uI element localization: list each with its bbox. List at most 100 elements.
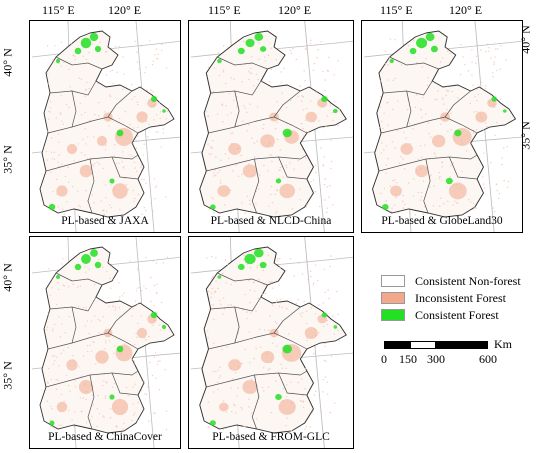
inconsistent-forest-speck [118,307,121,309]
inconsistent-forest-speck [97,318,100,321]
consistent-forest-patch [389,58,394,64]
inconsistent-forest-speck [85,422,88,424]
inconsistent-forest-speck [121,161,123,163]
inconsistent-forest-speck [322,70,324,73]
inconsistent-forest-speck [68,410,70,412]
inconsistent-forest-speck [133,161,136,163]
inconsistent-forest-speck [429,136,432,138]
inconsistent-forest-speck [422,213,425,216]
inconsistent-forest-speck [135,290,138,292]
consistent-forest-patch [217,275,222,279]
inconsistent-forest-patch [79,164,93,178]
inconsistent-forest-speck [493,61,495,63]
inconsistent-forest-speck [228,93,231,95]
inconsistent-forest-speck [304,261,307,263]
inconsistent-forest-speck [267,54,270,57]
province-boundary [273,306,301,334]
inconsistent-forest-patch [56,185,68,197]
inconsistent-forest-speck [69,390,71,392]
inconsistent-forest-speck [80,410,83,412]
inconsistent-forest-speck [210,196,213,198]
inconsistent-forest-speck [315,43,317,46]
inconsistent-forest-speck [62,257,64,260]
inconsistent-forest-speck [122,167,124,169]
inconsistent-forest-speck [330,355,333,357]
inconsistent-forest-speck [159,111,162,113]
inconsistent-forest-speck [211,147,214,149]
inconsistent-forest-speck [437,90,439,92]
inconsistent-forest-speck [88,268,90,271]
inconsistent-forest-speck [232,99,235,102]
inconsistent-forest-speck [272,342,274,344]
inconsistent-forest-speck [434,98,436,101]
map-group [190,21,353,232]
inconsistent-forest-speck [160,146,163,148]
consistent-forest-patch [275,178,282,184]
inconsistent-forest-speck [257,297,260,299]
inconsistent-forest-speck [302,406,305,409]
inconsistent-forest-speck [213,342,215,344]
inconsistent-forest-speck [297,381,300,384]
inconsistent-forest-speck [402,207,405,209]
inconsistent-forest-speck [82,306,85,308]
inconsistent-forest-speck [144,72,146,74]
inconsistent-forest-speck [137,402,139,404]
province-boundary [383,80,433,96]
inconsistent-forest-speck [230,112,232,114]
inconsistent-forest-speck [224,82,227,85]
inconsistent-forest-speck [425,58,427,60]
inconsistent-forest-speck [222,297,225,299]
inconsistent-forest-speck [305,47,308,49]
inconsistent-forest-speck [132,386,134,388]
inconsistent-forest-speck [68,315,71,318]
inconsistent-forest-speck [301,312,304,314]
inconsistent-forest-speck [46,381,49,383]
inconsistent-forest-speck [74,386,76,388]
inconsistent-forest-speck [207,337,209,339]
inconsistent-forest-speck [72,283,74,285]
consistent-forest-patch [332,108,338,114]
legend-label: Consistent Forest [415,307,499,322]
province-boundary [278,156,307,180]
inconsistent-forest-speck [268,315,271,317]
inconsistent-forest-speck [248,361,251,364]
inconsistent-forest-speck [210,296,212,298]
inconsistent-forest-speck [123,292,125,294]
inconsistent-forest-speck [145,182,147,184]
inconsistent-forest-speck [118,298,121,300]
inconsistent-forest-speck [383,149,385,151]
inconsistent-forest-speck [499,68,501,70]
inconsistent-forest-speck [475,207,477,209]
consistent-forest-patch [209,420,216,426]
consistent-forest-patch [416,37,428,49]
inconsistent-forest-speck [278,305,281,307]
inconsistent-forest-speck [61,263,63,265]
inconsistent-forest-speck [57,282,59,284]
inconsistent-forest-speck [383,112,385,115]
inconsistent-forest-speck [109,204,111,206]
inconsistent-forest-speck [385,144,388,147]
inconsistent-forest-speck [49,107,52,109]
inconsistent-forest-speck [51,158,54,160]
inconsistent-forest-speck [302,395,304,397]
inconsistent-forest-speck [164,368,166,371]
inconsistent-forest-speck [80,78,83,81]
inconsistent-forest-speck [393,179,396,181]
inconsistent-forest-speck [103,213,105,215]
inconsistent-forest-speck [77,190,79,192]
inconsistent-forest-speck [392,179,394,182]
inconsistent-forest-speck [385,199,388,202]
inconsistent-forest-speck [276,189,278,191]
inconsistent-forest-speck [469,102,472,105]
inconsistent-forest-speck [217,172,219,174]
inconsistent-forest-speck [154,198,156,200]
inconsistent-forest-speck [383,187,386,190]
inconsistent-forest-speck [394,77,397,80]
inconsistent-forest-speck [114,309,117,311]
province-boundary [87,374,95,430]
inconsistent-forest-patch [112,183,128,199]
inconsistent-forest-speck [89,120,91,122]
inconsistent-forest-speck [84,154,86,156]
inconsistent-forest-speck [59,112,62,114]
inconsistent-forest-speck [218,74,221,77]
